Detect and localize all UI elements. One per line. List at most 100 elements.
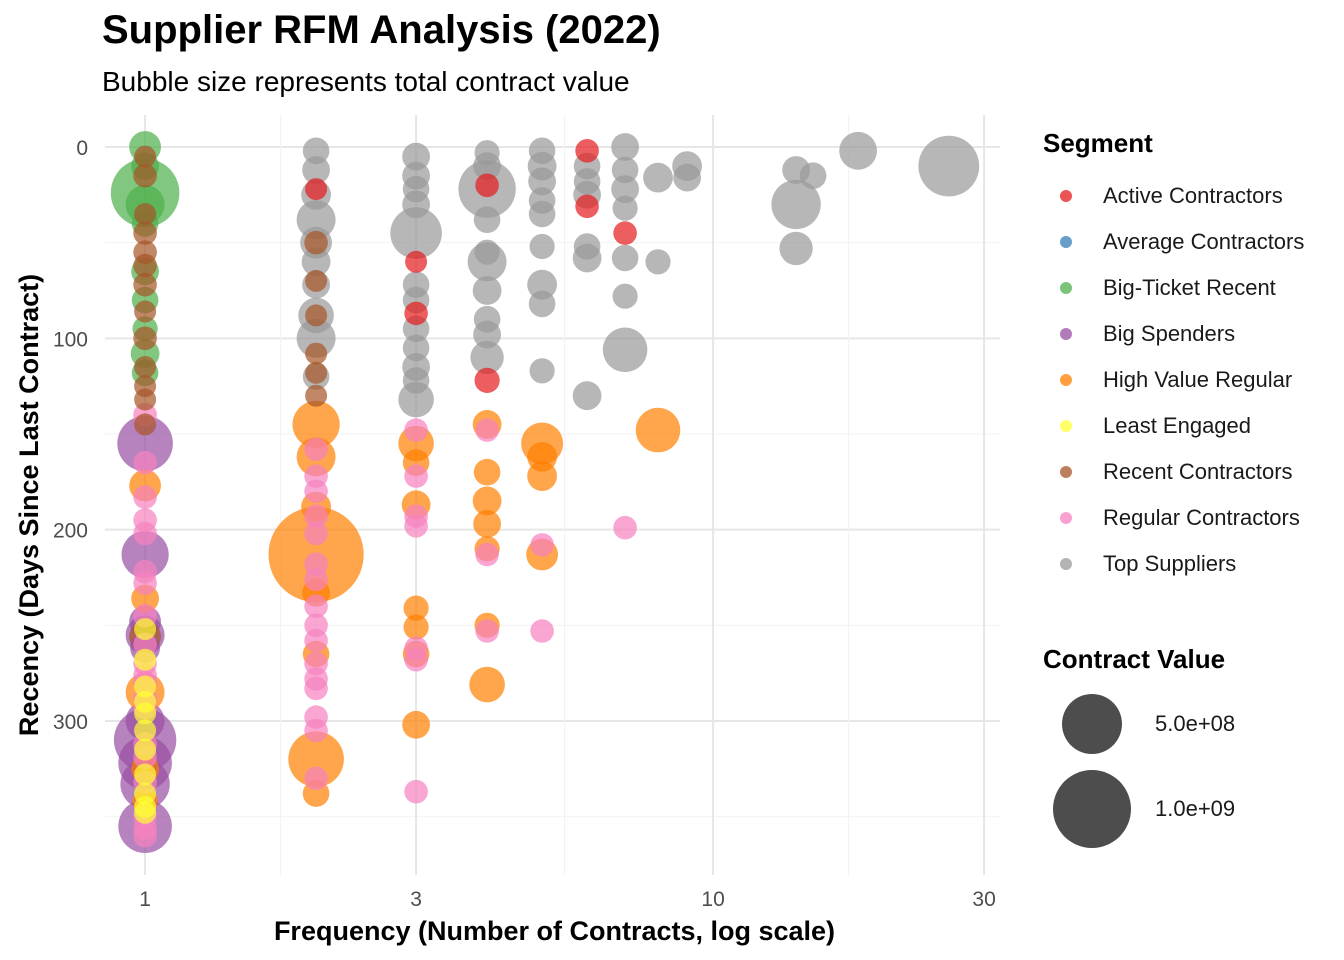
- point-top-suppliers: [301, 247, 331, 277]
- point-top-suppliers: [402, 142, 430, 171]
- point-regular-contractors: [404, 418, 428, 442]
- point-least-engaged: [134, 648, 157, 671]
- point-top-suppliers: [779, 231, 813, 266]
- chart-title: Supplier RFM Analysis (2022): [102, 8, 661, 52]
- legend-item-top-suppliers: Top Suppliers: [1043, 541, 1343, 587]
- point-active-contractors: [404, 301, 428, 326]
- point-regular-contractors: [304, 766, 328, 791]
- point-top-suppliers: [611, 156, 639, 184]
- point-high-value-regular: [527, 461, 557, 491]
- legend-label: Average Contractors: [1103, 229, 1305, 254]
- point-recent-contractors: [134, 203, 157, 225]
- point-top-suppliers: [611, 175, 639, 204]
- point-regular-contractors: [404, 464, 428, 488]
- point-high-value-regular: [472, 486, 502, 516]
- point-regular-contractors: [304, 676, 328, 701]
- point-regular-contractors: [304, 628, 328, 653]
- point-recent-contractors: [134, 388, 157, 411]
- point-top-suppliers: [402, 175, 430, 203]
- legend-swatch: [1060, 466, 1072, 478]
- legend-swatch: [1060, 512, 1072, 524]
- point-active-contractors: [575, 139, 599, 163]
- point-high-value-regular: [292, 400, 340, 448]
- point-top-suppliers: [918, 135, 980, 197]
- point-top-suppliers: [474, 140, 500, 166]
- y-axis-title: Recency (Days Since Last Contract): [14, 274, 44, 736]
- point-top-suppliers: [398, 381, 434, 418]
- point-regular-contractors: [404, 779, 428, 804]
- point-high-value-regular: [402, 710, 430, 739]
- point-recent-contractors: [133, 253, 157, 278]
- point-high-value-regular: [473, 510, 501, 538]
- y-tick-label: 300: [53, 711, 88, 734]
- point-top-suppliers: [839, 131, 877, 170]
- size-legend-circle: [1053, 770, 1131, 848]
- segment-legend-title: Segment: [1043, 128, 1153, 158]
- point-top-suppliers: [528, 137, 556, 165]
- point-top-suppliers: [611, 133, 639, 161]
- point-active-contractors: [405, 250, 428, 273]
- legend-item-big-spenders: Big Spenders: [1043, 311, 1343, 357]
- point-high-value-regular: [469, 666, 505, 703]
- point-top-suppliers: [612, 283, 638, 309]
- x-tick-label: 30: [972, 888, 995, 911]
- legend-item-active-contractors: Active Contractors: [1043, 173, 1343, 219]
- point-top-suppliers: [528, 167, 556, 196]
- point-high-value-regular: [403, 595, 429, 621]
- point-top-suppliers: [612, 195, 638, 221]
- legend-label: High Value Regular: [1103, 367, 1293, 392]
- point-recent-contractors: [305, 384, 328, 407]
- point-recent-contractors: [305, 342, 328, 365]
- point-top-suppliers: [474, 239, 500, 265]
- point-top-suppliers: [470, 340, 504, 375]
- point-regular-contractors: [530, 533, 554, 557]
- y-tick-label: 0: [76, 137, 88, 160]
- point-regular-contractors: [304, 437, 328, 462]
- point-high-value-regular: [635, 407, 681, 453]
- point-regular-contractors: [404, 647, 428, 672]
- point-high-value-regular: [473, 458, 501, 486]
- point-top-suppliers: [473, 305, 501, 333]
- point-top-suppliers: [527, 269, 557, 300]
- point-regular-contractors: [475, 542, 499, 567]
- point-regular-contractors: [133, 485, 157, 509]
- chart-subtitle: Bubble size represents total contract va…: [102, 66, 630, 97]
- point-regular-contractors: [133, 823, 157, 848]
- legend-swatch: [1060, 236, 1072, 248]
- point-regular-contractors: [475, 418, 499, 442]
- point-regular-contractors: [133, 632, 157, 657]
- point-recent-contractors: [134, 356, 157, 378]
- point-top-suppliers: [573, 233, 601, 260]
- point-top-suppliers: [643, 162, 673, 193]
- legend-item-regular-contractors: Regular Contractors: [1043, 495, 1343, 541]
- point-recent-contractors: [304, 230, 328, 255]
- point-top-suppliers: [528, 200, 556, 228]
- data-points: [110, 131, 980, 853]
- point-regular-contractors: [304, 504, 328, 528]
- point-recent-contractors: [305, 361, 328, 384]
- point-least-engaged: [134, 719, 157, 742]
- point-active-contractors: [475, 173, 499, 198]
- legend-swatch: [1060, 374, 1072, 386]
- legend-item-least-engaged: Least Engaged: [1043, 403, 1343, 449]
- point-top-suppliers: [472, 276, 502, 305]
- point-recent-contractors: [133, 272, 157, 297]
- x-tick-label: 3: [410, 888, 422, 911]
- point-top-suppliers: [302, 156, 330, 184]
- legend-item-recent-contractors: Recent Contractors: [1043, 449, 1343, 495]
- legend-swatch: [1060, 328, 1072, 340]
- point-top-suppliers: [799, 162, 827, 189]
- point-high-value-regular: [403, 614, 429, 640]
- point-regular-contractors: [304, 521, 328, 546]
- point-least-engaged: [134, 618, 157, 641]
- legend-swatch: [1060, 558, 1072, 570]
- point-top-suppliers: [529, 358, 555, 384]
- point-top-suppliers: [673, 163, 701, 192]
- point-top-suppliers: [611, 244, 639, 272]
- point-least-engaged: [134, 801, 157, 824]
- legend-label: Top Suppliers: [1103, 551, 1237, 576]
- point-active-contractors: [305, 178, 328, 201]
- size-legend-label: 5.0e+08: [1155, 711, 1236, 736]
